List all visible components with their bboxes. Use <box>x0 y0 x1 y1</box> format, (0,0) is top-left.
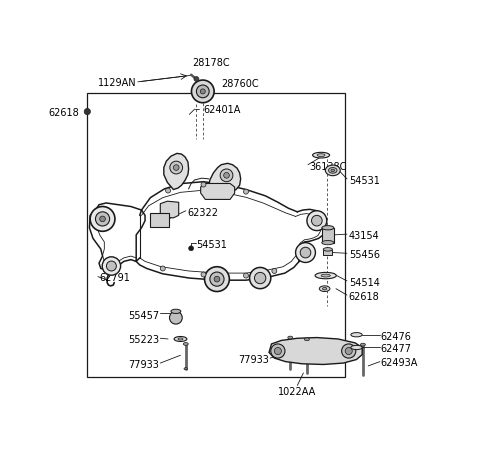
Circle shape <box>214 277 220 282</box>
Ellipse shape <box>351 333 362 337</box>
Text: 77933: 77933 <box>128 359 159 369</box>
Circle shape <box>296 243 315 263</box>
Circle shape <box>196 86 209 99</box>
Ellipse shape <box>322 226 334 230</box>
Circle shape <box>169 312 182 325</box>
Ellipse shape <box>288 336 293 339</box>
Text: 77933: 77933 <box>238 354 269 364</box>
Text: 62493A: 62493A <box>381 358 418 368</box>
Ellipse shape <box>351 346 362 350</box>
Circle shape <box>275 348 281 355</box>
Polygon shape <box>164 154 189 190</box>
Text: 62618: 62618 <box>348 291 380 301</box>
Ellipse shape <box>331 170 335 172</box>
Ellipse shape <box>315 273 336 279</box>
Circle shape <box>224 173 229 179</box>
Text: 28178C: 28178C <box>192 57 229 67</box>
Circle shape <box>307 211 327 231</box>
Polygon shape <box>160 202 179 218</box>
Text: 1022AA: 1022AA <box>278 386 316 397</box>
Circle shape <box>271 344 285 358</box>
Text: 62476: 62476 <box>381 331 411 341</box>
Circle shape <box>166 189 170 194</box>
Bar <box>150 213 169 228</box>
Circle shape <box>220 169 233 182</box>
Text: 43154: 43154 <box>348 230 380 241</box>
Circle shape <box>96 213 109 226</box>
Ellipse shape <box>360 343 365 346</box>
Circle shape <box>200 90 205 95</box>
Text: 28760C: 28760C <box>221 79 259 89</box>
Bar <box>86 94 345 377</box>
Ellipse shape <box>178 338 183 340</box>
Circle shape <box>160 266 165 271</box>
Circle shape <box>90 207 115 232</box>
Circle shape <box>192 81 214 103</box>
Text: 54514: 54514 <box>348 277 380 287</box>
Circle shape <box>250 268 271 289</box>
Text: 55457: 55457 <box>128 310 159 320</box>
Text: 54531: 54531 <box>348 175 380 185</box>
Ellipse shape <box>183 343 188 346</box>
Ellipse shape <box>317 154 325 157</box>
Ellipse shape <box>319 286 330 292</box>
Circle shape <box>204 267 229 292</box>
Circle shape <box>102 257 120 275</box>
Ellipse shape <box>321 274 330 277</box>
Circle shape <box>272 269 277 274</box>
Circle shape <box>100 217 106 222</box>
Ellipse shape <box>323 248 333 252</box>
Ellipse shape <box>325 166 340 176</box>
Circle shape <box>254 273 266 284</box>
Ellipse shape <box>184 368 188 370</box>
Ellipse shape <box>312 153 330 159</box>
Text: 55456: 55456 <box>348 250 380 260</box>
Circle shape <box>345 348 352 355</box>
Text: 62618: 62618 <box>49 107 80 118</box>
Text: 54531: 54531 <box>196 239 228 249</box>
Polygon shape <box>209 164 240 193</box>
Text: 55223: 55223 <box>128 335 159 345</box>
Ellipse shape <box>174 337 187 341</box>
Circle shape <box>173 165 179 171</box>
Circle shape <box>189 246 193 251</box>
Text: 1129AN: 1129AN <box>97 78 136 88</box>
Text: 62322: 62322 <box>188 207 218 218</box>
Text: 62477: 62477 <box>381 343 411 353</box>
Polygon shape <box>323 250 333 256</box>
Circle shape <box>243 190 249 195</box>
Circle shape <box>107 262 116 271</box>
Circle shape <box>243 274 249 279</box>
Ellipse shape <box>304 338 310 341</box>
Ellipse shape <box>323 288 327 290</box>
Circle shape <box>201 183 206 188</box>
Circle shape <box>300 248 311 258</box>
Circle shape <box>194 78 199 82</box>
Circle shape <box>201 273 206 277</box>
Text: 36138C: 36138C <box>310 162 347 171</box>
Circle shape <box>84 109 91 116</box>
Polygon shape <box>201 184 235 200</box>
Ellipse shape <box>322 241 334 245</box>
Circle shape <box>312 216 322 226</box>
Text: 62401A: 62401A <box>204 105 241 115</box>
Circle shape <box>342 344 356 358</box>
Text: 62791: 62791 <box>99 273 130 283</box>
Circle shape <box>170 162 182 174</box>
Polygon shape <box>269 338 362 365</box>
Ellipse shape <box>171 309 181 314</box>
Polygon shape <box>322 229 334 243</box>
Ellipse shape <box>328 168 337 174</box>
Circle shape <box>210 273 224 286</box>
